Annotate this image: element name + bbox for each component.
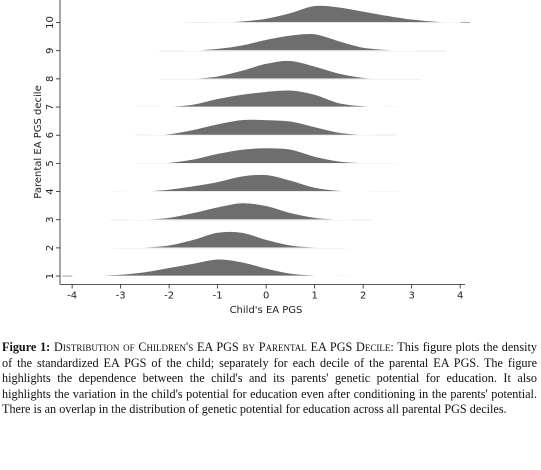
y-tick-label: 7	[45, 104, 56, 110]
x-tick-label: 1	[311, 291, 317, 302]
caption: Figure 1: Distribution of Children's EA …	[2, 340, 537, 418]
density-ridge	[72, 147, 461, 164]
y-tick-label: 3	[45, 217, 56, 223]
y-tick-label: 9	[45, 48, 56, 54]
x-tick-label: 4	[457, 291, 463, 302]
x-tick-label: -4	[67, 291, 77, 302]
caption-text: This figure plots the density of the sta…	[2, 340, 537, 417]
chart: Parental EA PGS decile Child's EA PGS 1 2…	[33, 0, 471, 316]
y-tick-label: 8	[45, 76, 56, 82]
density-ridge	[72, 174, 461, 192]
x-tick-label: 3	[408, 291, 414, 302]
y-tick-label: 10	[45, 16, 56, 29]
density-ridge	[72, 258, 461, 277]
x-axis-label: Child's EA PGS	[230, 305, 303, 316]
x-tick-label: -3	[116, 291, 126, 302]
caption-label: Figure 1:	[2, 340, 51, 354]
y-axis-label: Parental EA PGS decile	[33, 85, 44, 198]
y-tick-label: 4	[45, 188, 56, 194]
x-tick-label: 2	[360, 291, 366, 302]
density-ridge	[72, 89, 461, 108]
y-tick-label: 1	[45, 273, 56, 279]
x-tick-label: 0	[263, 291, 269, 302]
density-ridge	[72, 33, 461, 52]
x-tick-label: -2	[164, 291, 174, 302]
density-ridge	[72, 4, 461, 23]
y-tick-label: 6	[45, 132, 56, 138]
density-ridge	[72, 118, 461, 136]
density-ridge	[72, 60, 461, 80]
density-ridge	[72, 231, 461, 249]
y-tick-label: 2	[45, 245, 56, 251]
density-ridge	[72, 202, 461, 221]
caption-title: Distribution of Children's EA PGS by Par…	[54, 340, 394, 354]
x-tick-label: -1	[213, 291, 223, 302]
y-tick-label: 5	[45, 160, 56, 166]
